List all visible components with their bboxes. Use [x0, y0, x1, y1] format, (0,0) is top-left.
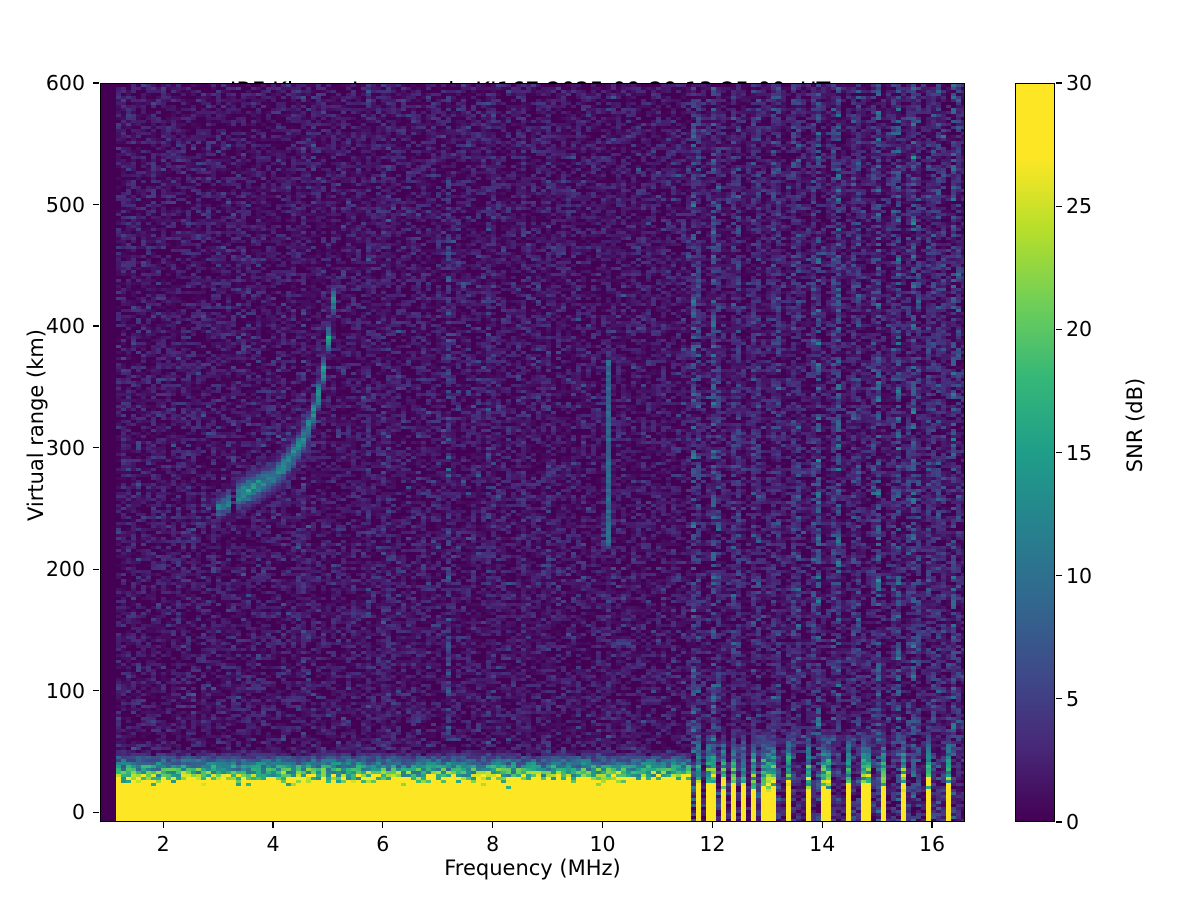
x-tick-label-10: 10 — [589, 832, 616, 856]
colorbar-tick-15 — [1056, 451, 1062, 454]
x-tick-4 — [272, 822, 274, 828]
y-tick-0 — [93, 811, 99, 813]
x-tick-label-6: 6 — [376, 832, 390, 856]
colorbar-tick-30 — [1056, 82, 1062, 84]
x-tick-6 — [382, 822, 384, 828]
x-tick-label-16: 16 — [919, 832, 946, 856]
colorbar-tick-0 — [1056, 821, 1062, 823]
y-tick-200 — [93, 568, 99, 570]
x-axis-label: Frequency (MHz) — [444, 856, 621, 880]
colorbar-tick-label-30: 30 — [1066, 71, 1093, 95]
colorbar-tick-25 — [1056, 205, 1062, 207]
x-tick-label-12: 12 — [699, 832, 726, 856]
y-tick-300 — [93, 446, 99, 449]
y-tick-600 — [93, 82, 99, 84]
colorbar-tick-5 — [1056, 698, 1062, 700]
x-tick-12 — [711, 822, 713, 828]
x-tick-16 — [931, 822, 933, 828]
y-tick-label-100: 100 — [45, 678, 85, 703]
y-tick-400 — [93, 325, 99, 327]
colorbar-tick-10 — [1056, 575, 1062, 577]
colorbar-label: SNR (dB) — [1123, 377, 1147, 473]
y-tick-label-0: 0 — [71, 800, 85, 825]
colorbar-tick-20 — [1056, 328, 1062, 330]
x-tick-label-4: 4 — [266, 832, 280, 856]
x-tick-10 — [601, 822, 604, 828]
x-tick-14 — [821, 822, 823, 828]
y-tick-label-600: 600 — [45, 71, 85, 95]
x-tick-2 — [162, 822, 164, 828]
x-tick-label-8: 8 — [486, 832, 500, 856]
colorbar-tick-label-5: 5 — [1066, 686, 1080, 711]
colorbar-gradient — [1016, 84, 1054, 821]
y-tick-label-300: 300 — [45, 435, 85, 460]
plot-axes — [100, 83, 965, 822]
ionogram-heatmap — [101, 84, 964, 821]
colorbar — [1015, 83, 1055, 822]
x-tick-label-14: 14 — [809, 832, 836, 856]
colorbar-tick-label-15: 15 — [1066, 440, 1093, 465]
colorbar-tick-label-20: 20 — [1066, 317, 1093, 342]
colorbar-tick-label-0: 0 — [1066, 810, 1080, 834]
y-tick-100 — [93, 690, 99, 692]
y-tick-500 — [93, 203, 99, 206]
y-axis-label: Virtual range (km) — [24, 328, 48, 522]
y-tick-label-400: 400 — [45, 314, 85, 339]
x-tick-label-2: 2 — [156, 832, 170, 856]
y-tick-label-500: 500 — [45, 192, 85, 217]
y-tick-label-200: 200 — [45, 557, 85, 582]
x-tick-8 — [492, 822, 494, 828]
colorbar-tick-label-10: 10 — [1066, 563, 1093, 588]
colorbar-tick-label-25: 25 — [1066, 194, 1093, 219]
